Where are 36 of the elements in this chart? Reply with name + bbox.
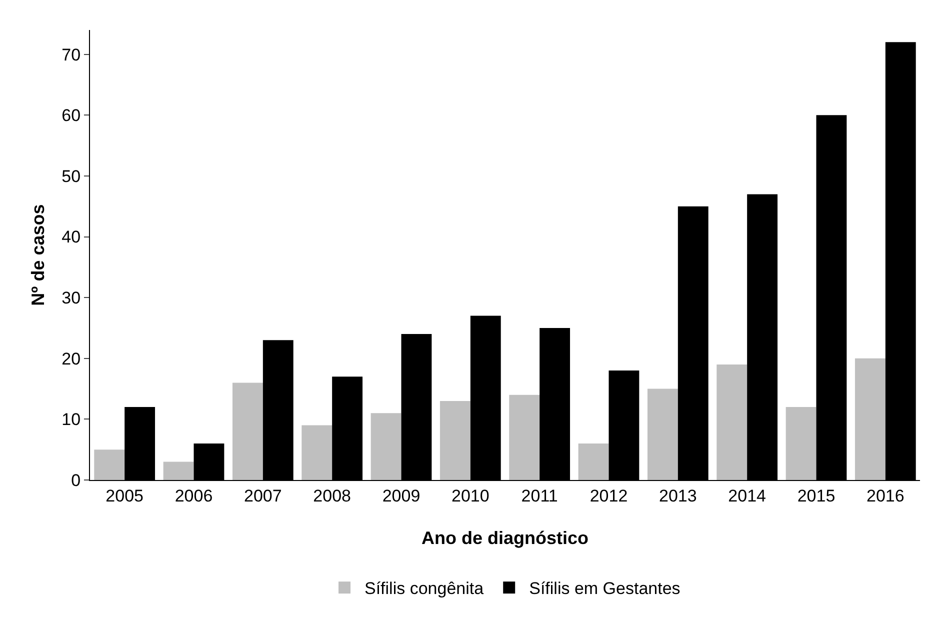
bar [232,382,263,480]
bar [647,388,678,480]
x-tick-label: 2015 [797,486,836,506]
y-tick-label: 0 [71,470,81,490]
y-tick-label: 50 [62,166,81,186]
x-tick-label: 2012 [590,486,628,506]
y-axis-title: Nº de casos [28,204,48,306]
x-axis-title: Ano de diagnóstico [421,528,589,548]
x-tick-label: 2014 [728,486,766,506]
x-tick-label: 2007 [244,486,282,506]
x-tick-label: 2013 [659,486,697,506]
bar [509,394,540,480]
x-tick-label: 2005 [106,486,144,506]
bar [786,407,816,480]
x-tick-label: 2016 [866,486,904,506]
bar [302,425,332,480]
y-tick-label: 20 [62,349,81,368]
y-tick-label: 70 [62,45,81,64]
bar [716,364,748,480]
bar [440,400,470,480]
legend-label: Sífilis em Gestantes [529,579,680,598]
y-tick-label: 30 [62,288,81,308]
x-tick-label: 2009 [382,486,420,506]
legend-label: Sífilis congênita [364,579,484,598]
bar [578,444,609,480]
y-tick-label: 60 [62,106,81,126]
x-tick-label: 2008 [313,486,351,506]
bar [163,462,194,480]
bar [854,358,886,480]
bar [370,413,402,480]
x-tick-label: 2010 [452,486,490,506]
bar [94,450,125,480]
y-tick-label: 10 [62,410,81,430]
y-tick-label: 40 [62,228,81,247]
x-tick-label: 2006 [174,486,213,506]
x-tick-label: 2011 [521,486,558,506]
